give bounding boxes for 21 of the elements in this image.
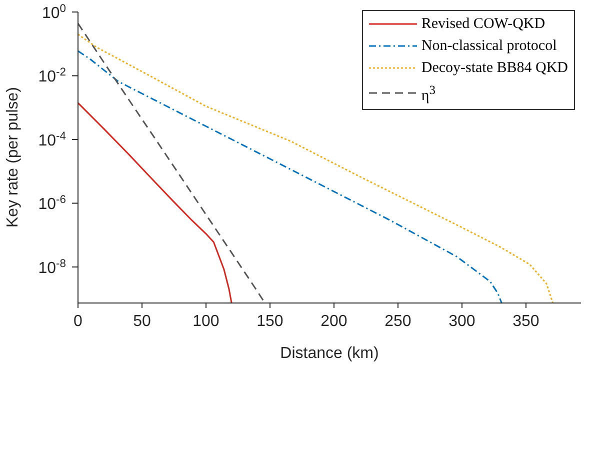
legend-label: η$^{3}$ [421,82,436,106]
x-tick-label: 100 [192,313,220,330]
legend-label: Non-classical protocol [421,37,557,56]
y-tick-label: 10$^{-2}$ [38,66,66,86]
x-tick-label: 300 [448,313,476,330]
y-tick-label: 10$^{-4}$ [38,130,66,150]
legend-label: Revised COW-QKD [421,15,546,34]
x-tick-label: 200 [320,313,348,330]
legend-label: Decoy-state BB84 QKD [421,59,568,78]
y-tick-label: 10$^{-8}$ [38,258,66,277]
y-tick-label: 10$^{0}$ [42,3,66,22]
x-axis-title: Distance (km) [280,345,379,362]
line-series [78,102,232,303]
x-tick-label: 50 [133,313,151,330]
y-axis-title: Key rate (per pulse) [4,86,22,228]
x-tick-label: 250 [384,313,412,330]
x-tick-label: 350 [512,313,540,330]
y-tick-label: 10$^{-6}$ [38,194,66,214]
line-series [78,22,266,303]
x-tick-label: 150 [256,313,284,330]
x-tick-label: 0 [74,313,83,330]
